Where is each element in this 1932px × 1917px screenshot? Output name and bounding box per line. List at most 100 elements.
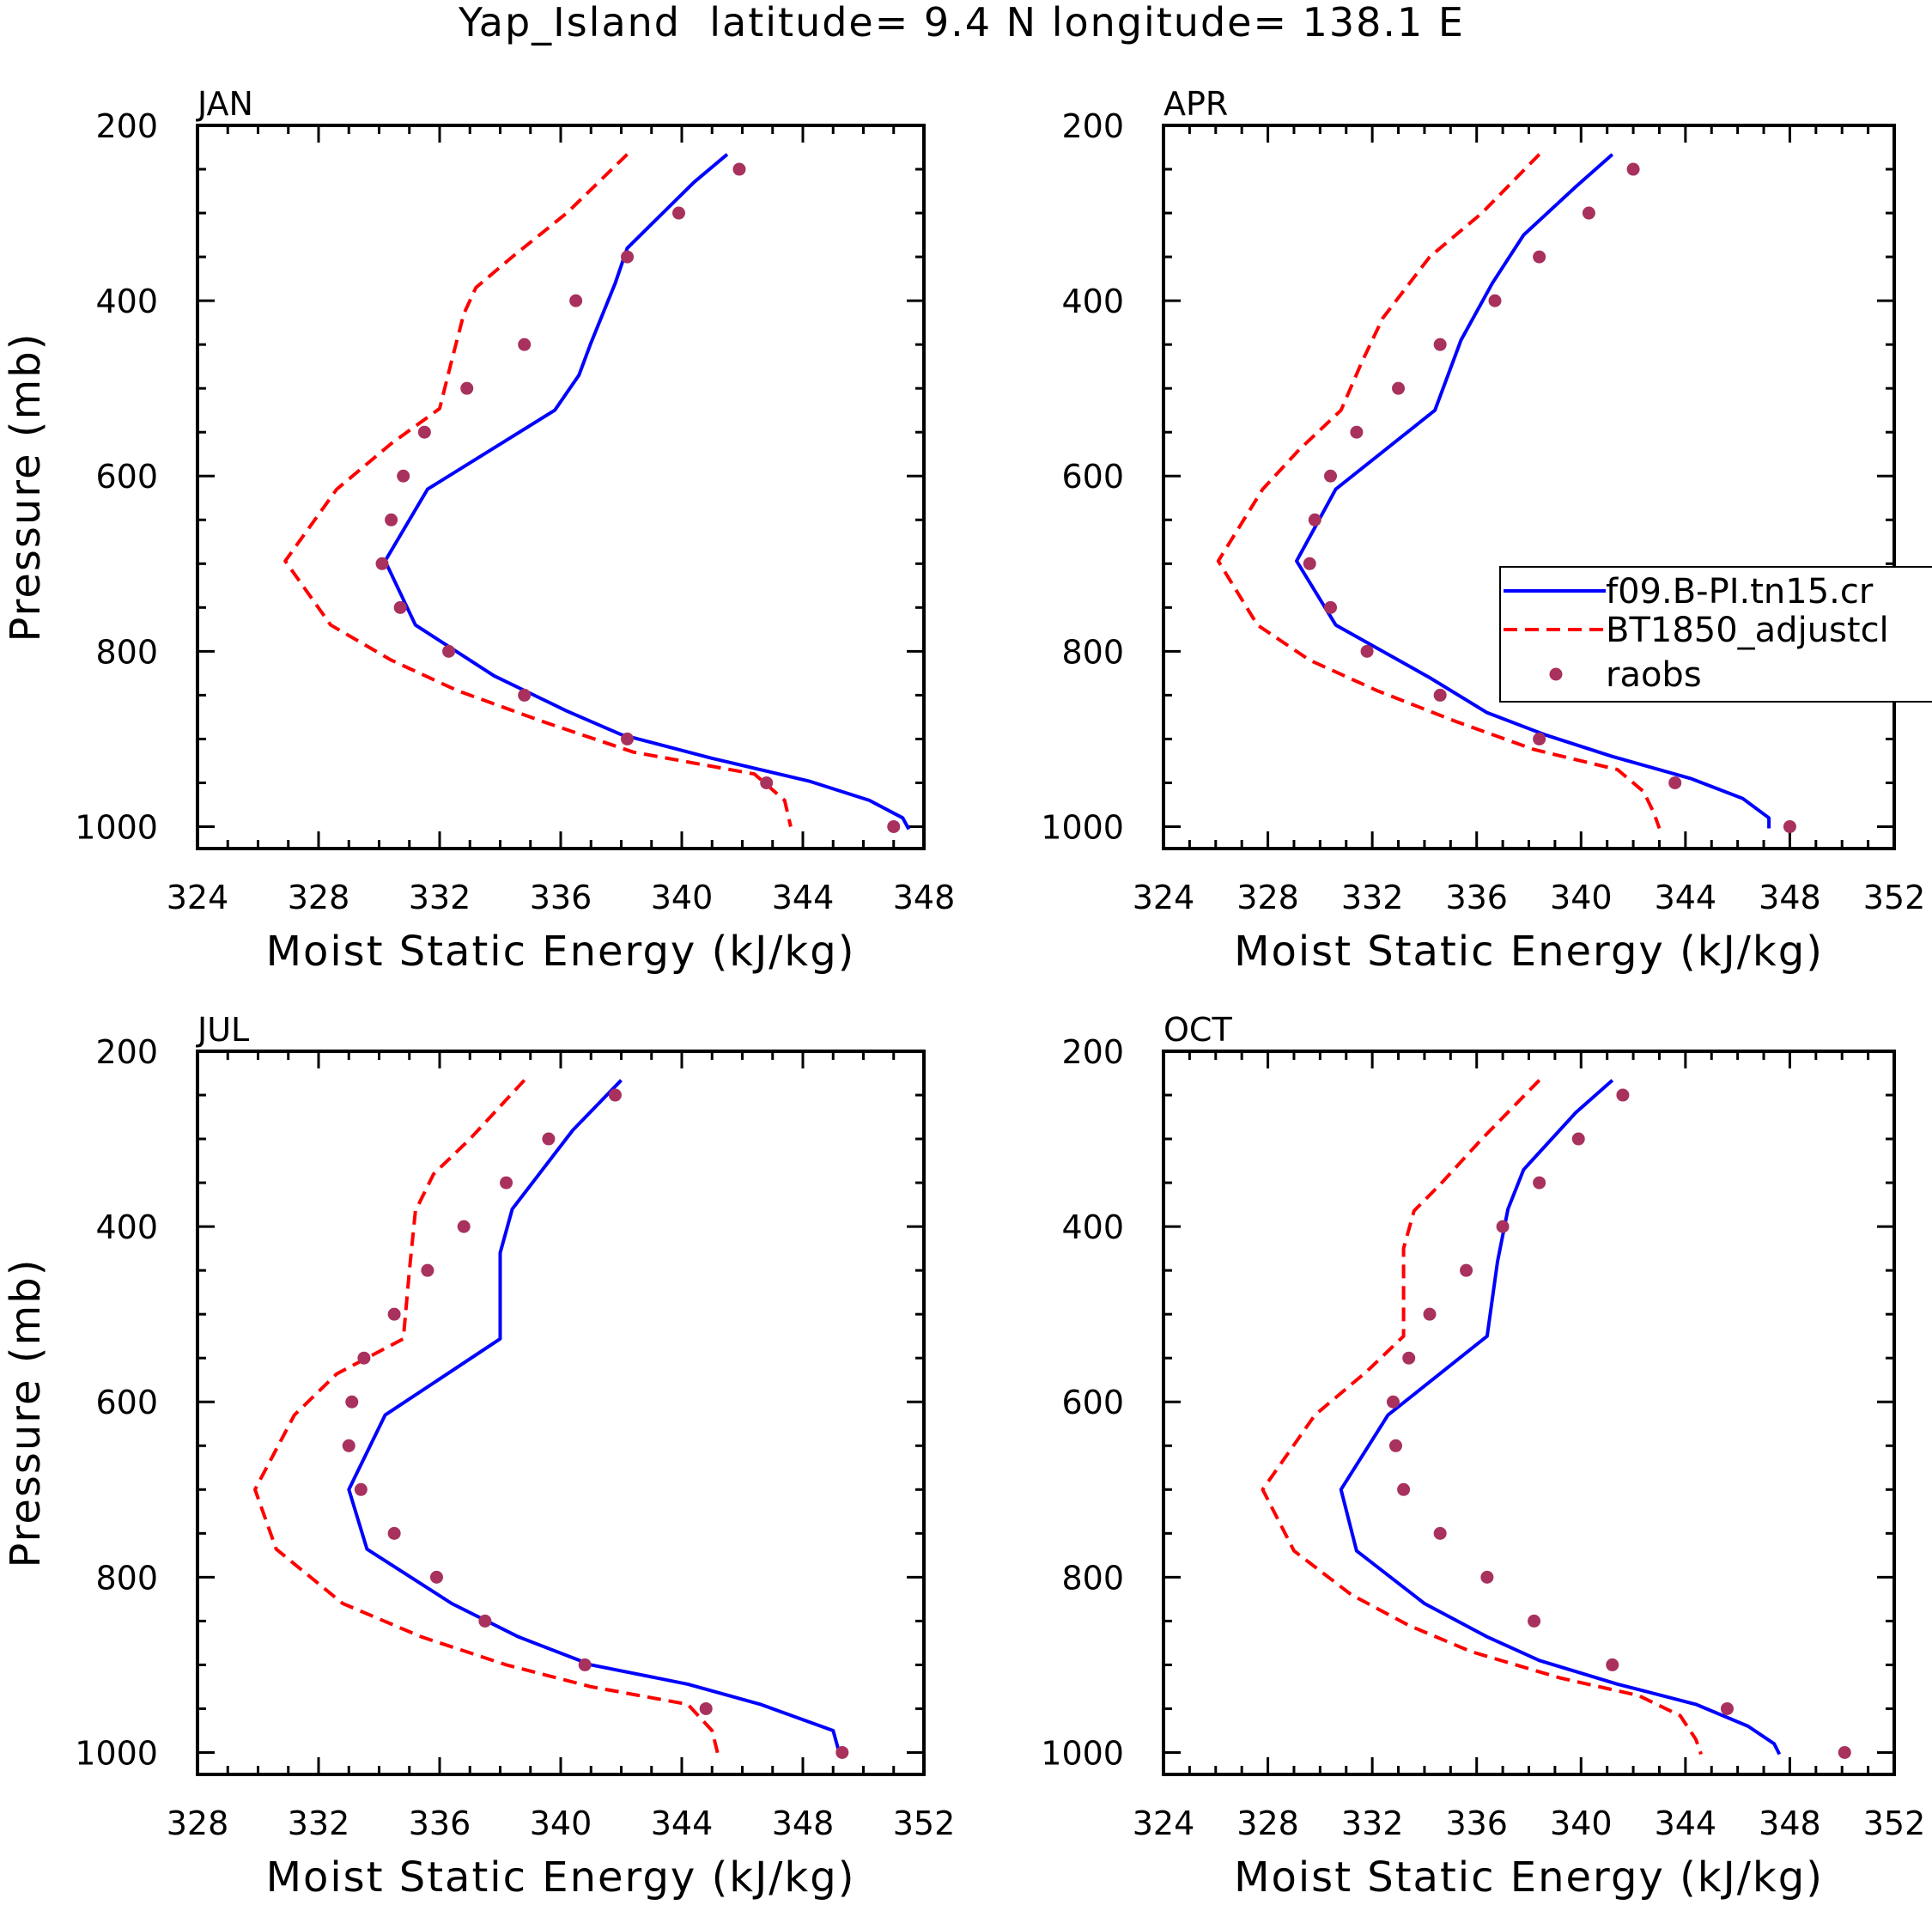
x-tick-label: 332 (288, 1804, 350, 1842)
x-tick-label: 340 (530, 1804, 592, 1842)
x-tick-label: 348 (1759, 1804, 1821, 1842)
raobs-point (345, 1395, 359, 1409)
x-tick-label: 348 (1759, 879, 1821, 916)
raobs-point (1616, 1088, 1630, 1102)
x-tick-label: 332 (409, 879, 471, 916)
series-dots (342, 1088, 849, 1759)
raobs-point (1720, 1701, 1734, 1715)
x-tick-label: 344 (772, 879, 835, 916)
f09-line (347, 1079, 841, 1754)
x-tick-label: 324 (1133, 879, 1195, 916)
raobs-point (1402, 1351, 1416, 1365)
series-dots (1386, 1088, 1851, 1759)
x-tick-label: 324 (167, 879, 229, 916)
raobs-point (478, 1614, 492, 1628)
series-solid (383, 153, 911, 831)
raobs-point (457, 1220, 471, 1233)
figure-title: Yap_Island latitude= 9.4 N longitude= 13… (458, 0, 1465, 46)
raobs-point (1350, 425, 1364, 439)
raobs-point (542, 1132, 556, 1146)
series-dashed (1216, 153, 1662, 830)
raobs-point (1324, 600, 1338, 614)
raobs-point (387, 1307, 401, 1321)
panel-jul: JUL 328 332 336 340 344 348 352 200 400 600 800 1000… (2, 1011, 955, 1902)
raobs-point (1582, 206, 1595, 220)
x-tick-label: 340 (1550, 1804, 1613, 1842)
raobs-point (1388, 1439, 1402, 1452)
series-dots (375, 162, 901, 833)
legend-label: raobs (1606, 655, 1702, 695)
y-tick-label: 600 (1061, 458, 1124, 496)
plot-frame (1162, 124, 1896, 850)
raobs-point (518, 688, 532, 702)
raobs-point (835, 1745, 849, 1759)
series-solid (347, 1079, 841, 1754)
raobs-point (760, 776, 774, 789)
series-solid (1295, 153, 1771, 829)
x-tick-label: 340 (651, 879, 714, 916)
raobs-point (621, 732, 635, 746)
raobs-point (1626, 162, 1640, 176)
f09-line (383, 153, 911, 831)
y-tick-label: 600 (95, 1384, 158, 1421)
panels: JAN 324 328 332 336 340 344 348 200 400 600 800 1000… (2, 85, 1925, 1902)
x-axis-label: Moist Static Energy (kJ/kg) (266, 928, 856, 976)
raobs-point (578, 1658, 592, 1671)
raobs-point (387, 1526, 401, 1540)
x-tick-label: 340 (1550, 879, 1613, 916)
series-solid (1339, 1079, 1782, 1756)
raobs-point (357, 1351, 371, 1365)
legend-marker-dot (1549, 667, 1563, 681)
panel-apr: APR 324 328 332 336 340 344 348 352 200 400 600 800 1… (1041, 85, 1925, 976)
raobs-point (375, 557, 389, 570)
x-axis-label: Moist Static Energy (kJ/kg) (266, 1853, 856, 1902)
raobs-point (1528, 1614, 1541, 1628)
raobs-point (518, 338, 532, 351)
raobs-point (1433, 1526, 1447, 1540)
x-tick-label: 352 (1863, 1804, 1926, 1842)
raobs-point (621, 250, 635, 264)
raobs-point (1308, 513, 1321, 526)
raobs-point (429, 1570, 443, 1584)
y-tick-label: 1000 (1041, 808, 1124, 846)
x-tick-label: 324 (1133, 1804, 1195, 1842)
panel-oct: OCT 324 328 332 336 340 344 348 352 200 400 600 800 1… (1041, 1011, 1925, 1902)
panel-title: APR (1163, 85, 1228, 123)
x-tick-label: 344 (651, 1804, 714, 1842)
y-tick-label: 400 (1061, 283, 1124, 320)
y-tick-label: 1000 (1041, 1734, 1124, 1772)
raobs-point (1496, 1220, 1510, 1233)
x-tick-label: 352 (893, 1804, 956, 1842)
raobs-point (1392, 381, 1406, 395)
raobs-point (671, 206, 685, 220)
y-tick-label: 800 (1061, 1559, 1124, 1597)
raobs-point (342, 1439, 355, 1452)
series-dashed (283, 153, 793, 827)
x-tick-label: 352 (1863, 879, 1926, 916)
panel-title: OCT (1163, 1011, 1232, 1049)
y-tick-label: 200 (95, 1033, 158, 1071)
y-tick-label: 200 (1061, 1033, 1124, 1071)
raobs-point (1423, 1307, 1437, 1321)
raobs-point (1397, 1482, 1411, 1496)
x-tick-label: 348 (893, 879, 956, 916)
raobs-point (887, 819, 901, 833)
y-tick-label: 200 (95, 107, 158, 145)
panel-title: JUL (196, 1011, 249, 1049)
y-tick-label: 800 (95, 1559, 158, 1597)
x-axis-label: Moist Static Energy (kJ/kg) (1234, 1853, 1824, 1902)
raobs-point (354, 1482, 368, 1496)
y-tick-label: 400 (95, 283, 158, 320)
y-tick-label: 1000 (75, 808, 158, 846)
raobs-point (1533, 250, 1546, 264)
bt1850-line (283, 153, 793, 827)
raobs-point (500, 1176, 513, 1190)
bt1850-line (1216, 153, 1662, 830)
y-tick-label: 400 (1061, 1208, 1124, 1246)
raobs-point (1433, 688, 1447, 702)
y-tick-label: 600 (95, 458, 158, 496)
plot-frame (196, 124, 926, 850)
x-tick-label: 344 (1655, 879, 1717, 916)
